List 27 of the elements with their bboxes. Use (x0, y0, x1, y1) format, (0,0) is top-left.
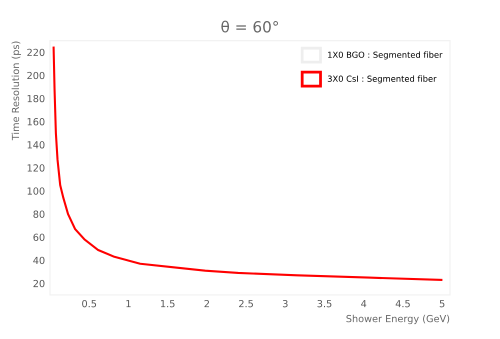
y-tick-label: 20 (33, 280, 44, 288)
x-tick-label: 0.5 (82, 300, 96, 308)
legend-label: 3X0 CsI : Segmented fiber (328, 75, 437, 84)
x-tick-label: 3.5 (318, 300, 332, 308)
x-tick-label: 4.5 (396, 300, 410, 308)
y-tick-label: 160 (28, 118, 44, 126)
legend-label: 1X0 BGO : Segmented fiber (328, 51, 442, 60)
y-axis-title: Time Resolution (ps) (12, 42, 22, 140)
x-tick-label: 1.5 (160, 300, 175, 308)
y-tick-label: 80 (33, 210, 44, 218)
x-tick-label: 2.5 (239, 300, 253, 308)
y-tick-label: 140 (28, 141, 44, 149)
x-tick-label: 3 (282, 300, 288, 308)
x-tick-label: 5 (440, 300, 444, 308)
x-tick-label: 4 (361, 300, 366, 308)
y-tick-label: 40 (33, 256, 44, 264)
y-tick-label: 180 (28, 94, 44, 102)
y-tick-label: 220 (27, 48, 44, 56)
y-tick-label: 120 (28, 164, 44, 172)
chart-title: θ = 60° (221, 20, 278, 33)
y-tick-label: 60 (33, 234, 44, 241)
x-tick-label: 2 (204, 300, 209, 308)
x-tick-label: 1 (126, 300, 131, 308)
x-axis-title: Shower Energy (GeV) (346, 314, 450, 324)
y-tick-label: 200 (27, 72, 44, 80)
line-series (52, 46, 442, 281)
y-tick-label: 100 (28, 187, 44, 195)
